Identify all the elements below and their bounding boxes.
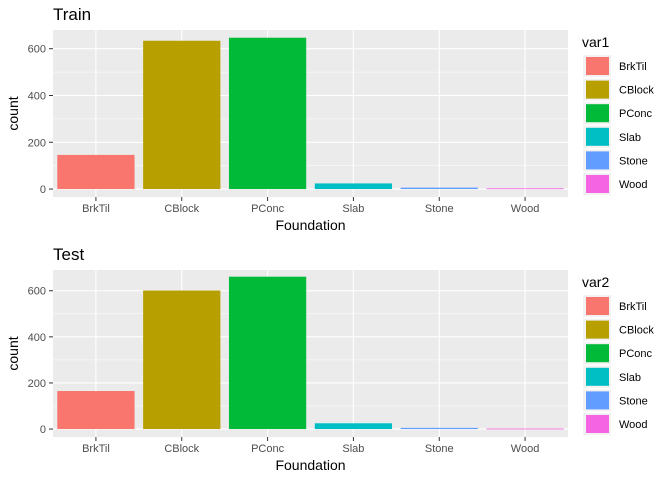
y-tick-label: 200 (28, 137, 46, 149)
x-tick-label: Stone (425, 203, 454, 215)
legend-swatch-wood (586, 175, 609, 193)
legend-label: Slab (619, 372, 641, 384)
legend-label: Stone (619, 395, 648, 407)
plot-panel (53, 30, 568, 197)
x-tick-label: Wood (511, 203, 540, 215)
x-tick-label: BrkTil (82, 443, 110, 455)
legend-swatch-brktil (586, 297, 609, 315)
bar-slab (314, 423, 393, 430)
bar-wood (486, 428, 564, 430)
x-tick-label: CBlock (164, 203, 199, 215)
x-tick-label: PConc (251, 203, 285, 215)
y-tick-label: 0 (40, 424, 46, 436)
legend-label: CBlock (619, 325, 654, 337)
legend-label: Stone (619, 155, 648, 167)
legend-title: var2 (582, 274, 609, 290)
legend-swatch-cblock (586, 80, 609, 99)
bar-cblock (143, 290, 221, 430)
legend-swatch-pconc (586, 104, 609, 123)
legend-label: BrkTil (619, 61, 647, 73)
y-tick-label: 0 (40, 184, 46, 196)
bar-pconc (228, 37, 307, 190)
legend-label: Wood (619, 419, 648, 431)
legend: var1 BrkTil CBlock PConc Slab Stone Wood (582, 34, 654, 195)
legend-swatch-slab (586, 127, 609, 146)
legend-swatch-stone (586, 391, 609, 410)
bar-brktil (57, 391, 135, 430)
chart-title: Train (53, 5, 91, 24)
y-tick-label: 400 (28, 332, 46, 344)
legend-label: PConc (619, 108, 653, 120)
y-tick-label: 600 (28, 286, 46, 298)
bar-slab (314, 183, 393, 190)
bar-cblock (143, 40, 221, 190)
chart-title: Test (53, 245, 84, 264)
legend-swatch-cblock (586, 320, 609, 339)
legend-label: PConc (619, 348, 653, 360)
bar-stone (400, 427, 478, 430)
x-tick-label: CBlock (164, 443, 199, 455)
bar-brktil (57, 154, 135, 190)
x-tick-label: BrkTil (82, 203, 110, 215)
legend-title: var1 (582, 34, 609, 50)
bar-stone (400, 187, 478, 190)
bar-pconc (228, 276, 307, 430)
x-axis-title: Foundation (275, 457, 345, 473)
y-axis-title: count (5, 336, 21, 370)
chart-panel-train: Train 0 200 400 600 BrkTil CBlock PConc Slab Ston… (5, 5, 654, 233)
legend-label: CBlock (619, 85, 654, 97)
legend-label: Wood (619, 179, 648, 191)
x-tick-label: Slab (342, 443, 364, 455)
x-tick-label: PConc (251, 443, 285, 455)
x-tick-label: Wood (511, 443, 540, 455)
legend-label: BrkTil (619, 301, 647, 313)
legend-swatch-slab (586, 367, 609, 386)
x-axis-title: Foundation (275, 217, 345, 233)
bar-wood (486, 188, 564, 190)
chart-panel-test: Test 0 200 400 600 BrkTil CBlock PConc Slab Stone… (5, 245, 654, 473)
legend: var2 BrkTil CBlock PConc Slab Stone Wood (582, 274, 654, 435)
legend-swatch-wood (586, 415, 609, 433)
x-tick-label: Stone (425, 443, 454, 455)
y-tick-label: 200 (28, 378, 46, 390)
legend-swatch-brktil (586, 57, 609, 75)
legend-swatch-stone (586, 151, 609, 170)
x-tick-label: Slab (342, 203, 364, 215)
y-axis-title: count (5, 96, 21, 130)
legend-swatch-pconc (586, 344, 609, 363)
y-tick-label: 600 (28, 44, 46, 56)
legend-label: Slab (619, 132, 641, 144)
y-tick-label: 400 (28, 90, 46, 102)
plot-panel (53, 270, 568, 437)
